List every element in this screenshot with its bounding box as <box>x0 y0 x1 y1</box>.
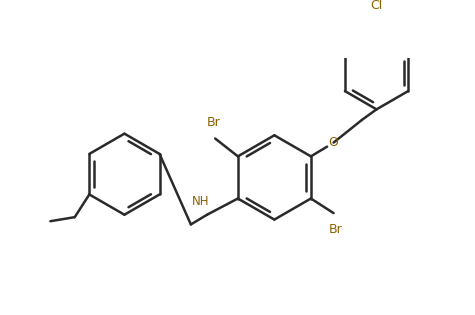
Text: Br: Br <box>328 223 342 236</box>
Text: Cl: Cl <box>370 0 383 12</box>
Text: Br: Br <box>207 116 220 129</box>
Text: NH: NH <box>192 195 209 208</box>
Text: O: O <box>329 136 339 149</box>
